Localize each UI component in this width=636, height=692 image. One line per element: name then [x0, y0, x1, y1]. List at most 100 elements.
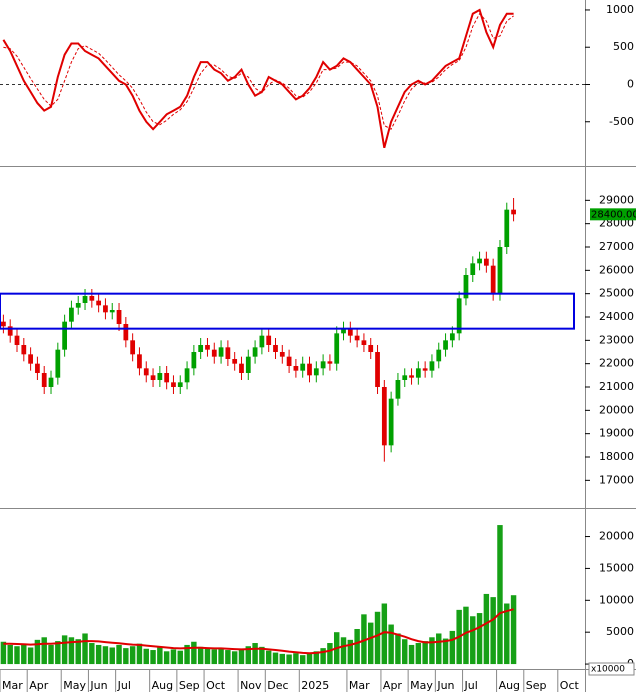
x-tick-label: Jun: [436, 679, 454, 692]
volume-bar: [191, 641, 197, 665]
candle-body: [14, 335, 20, 345]
volume-bar: [238, 648, 245, 665]
volume-bar: [218, 647, 224, 665]
candle-body: [123, 324, 129, 341]
unit-label: x10000: [591, 665, 625, 675]
volume-bar: [313, 651, 320, 665]
candle-body: [266, 335, 272, 345]
volume-bar: [293, 653, 299, 665]
volume-bar: [299, 655, 306, 665]
candle-body: [143, 368, 149, 376]
volume-bar: [170, 649, 177, 665]
candle-body: [252, 347, 258, 357]
candle-body: [89, 296, 95, 301]
volume-bar: [442, 638, 449, 665]
volume-bar: [211, 649, 217, 665]
x-tick-label: Sep: [526, 679, 547, 692]
candle-body: [511, 209, 516, 215]
y-tick-label: 18000: [599, 450, 634, 463]
volume-bar: [361, 614, 367, 665]
candle-body: [130, 340, 136, 355]
volume-bar: [436, 633, 442, 665]
volume-bar: [231, 651, 238, 665]
ma-line: [3, 608, 514, 655]
x-tick-label: 2025: [301, 679, 329, 692]
candle-body: [41, 373, 47, 387]
candle-body: [477, 258, 482, 264]
volume-bar: [14, 646, 20, 665]
volume-bar: [463, 606, 469, 665]
candle-body: [28, 354, 33, 364]
x-tick-label: Apr: [383, 679, 403, 692]
candle-body: [436, 349, 442, 362]
volume-bar: [61, 635, 68, 665]
candle-body: [368, 345, 374, 352]
x-tick-label: Dec: [267, 679, 288, 692]
candle-body: [354, 335, 360, 341]
volume-bar: [75, 639, 81, 665]
volume-bar: [41, 637, 47, 665]
y-tick-label: 25000: [599, 287, 634, 300]
volume-bar: [27, 647, 34, 665]
y-tick-label: 26000: [599, 263, 634, 276]
y-tick-label: 0: [627, 77, 634, 90]
volume-bar: [7, 644, 13, 665]
candle-body: [273, 345, 278, 352]
candle-body: [198, 345, 204, 352]
x-tick-label: Sep: [179, 679, 200, 692]
volume-bar: [279, 653, 286, 665]
volume-bar: [388, 624, 394, 665]
volume-bar: [368, 622, 374, 665]
volume-bar: [272, 652, 279, 665]
volume-bar: [102, 646, 109, 665]
volume-bar: [136, 643, 143, 665]
volume-bar: [34, 639, 41, 665]
x-tick-label: Jun: [89, 679, 107, 692]
volume-bar: [82, 633, 88, 665]
candle-body: [361, 340, 367, 345]
volume-bar: [55, 641, 61, 665]
candle-body: [497, 247, 503, 294]
candle-body: [109, 310, 115, 313]
volume-bar: [21, 643, 27, 665]
candle-body: [184, 368, 190, 383]
volume-bar: [306, 653, 313, 665]
candle-body: [286, 356, 292, 366]
candle-body: [225, 347, 231, 359]
volume-bar: [129, 646, 136, 665]
y-tick-label: 20000: [599, 530, 634, 543]
volume-bar: [177, 650, 183, 665]
candle-body: [35, 363, 40, 373]
candle-body: [375, 352, 380, 387]
x-tick-label: Nov: [240, 679, 262, 692]
candle-body: [341, 328, 346, 334]
volume-bar: [116, 644, 122, 665]
candle-body: [347, 328, 353, 336]
candle-body: [483, 258, 489, 266]
volume-bar: [157, 647, 163, 665]
candle-body: [279, 352, 285, 357]
y-tick-label: 500: [613, 40, 634, 53]
candle-body: [239, 363, 244, 373]
volume-bar: [381, 603, 388, 665]
candle-body: [422, 368, 428, 371]
candle-body: [504, 209, 510, 247]
y-tick-label: -500: [609, 115, 634, 128]
volume-bar: [415, 643, 422, 665]
volume-bar: [429, 637, 435, 665]
volume-bar: [449, 630, 456, 665]
volume-bar: [340, 637, 347, 665]
y-tick-label: 17000: [599, 473, 634, 486]
y-tick-label: 27000: [599, 240, 634, 253]
volume-bar: [504, 603, 510, 665]
candle-body: [48, 377, 54, 387]
candle-body: [232, 359, 238, 364]
y-tick-label: 21000: [599, 380, 634, 393]
volume-bar: [483, 593, 490, 665]
candle-body: [381, 387, 387, 446]
candle-body: [463, 275, 469, 299]
candle-body: [327, 361, 333, 364]
x-tick-label: Aug: [499, 679, 520, 692]
volume-bar: [163, 651, 170, 665]
